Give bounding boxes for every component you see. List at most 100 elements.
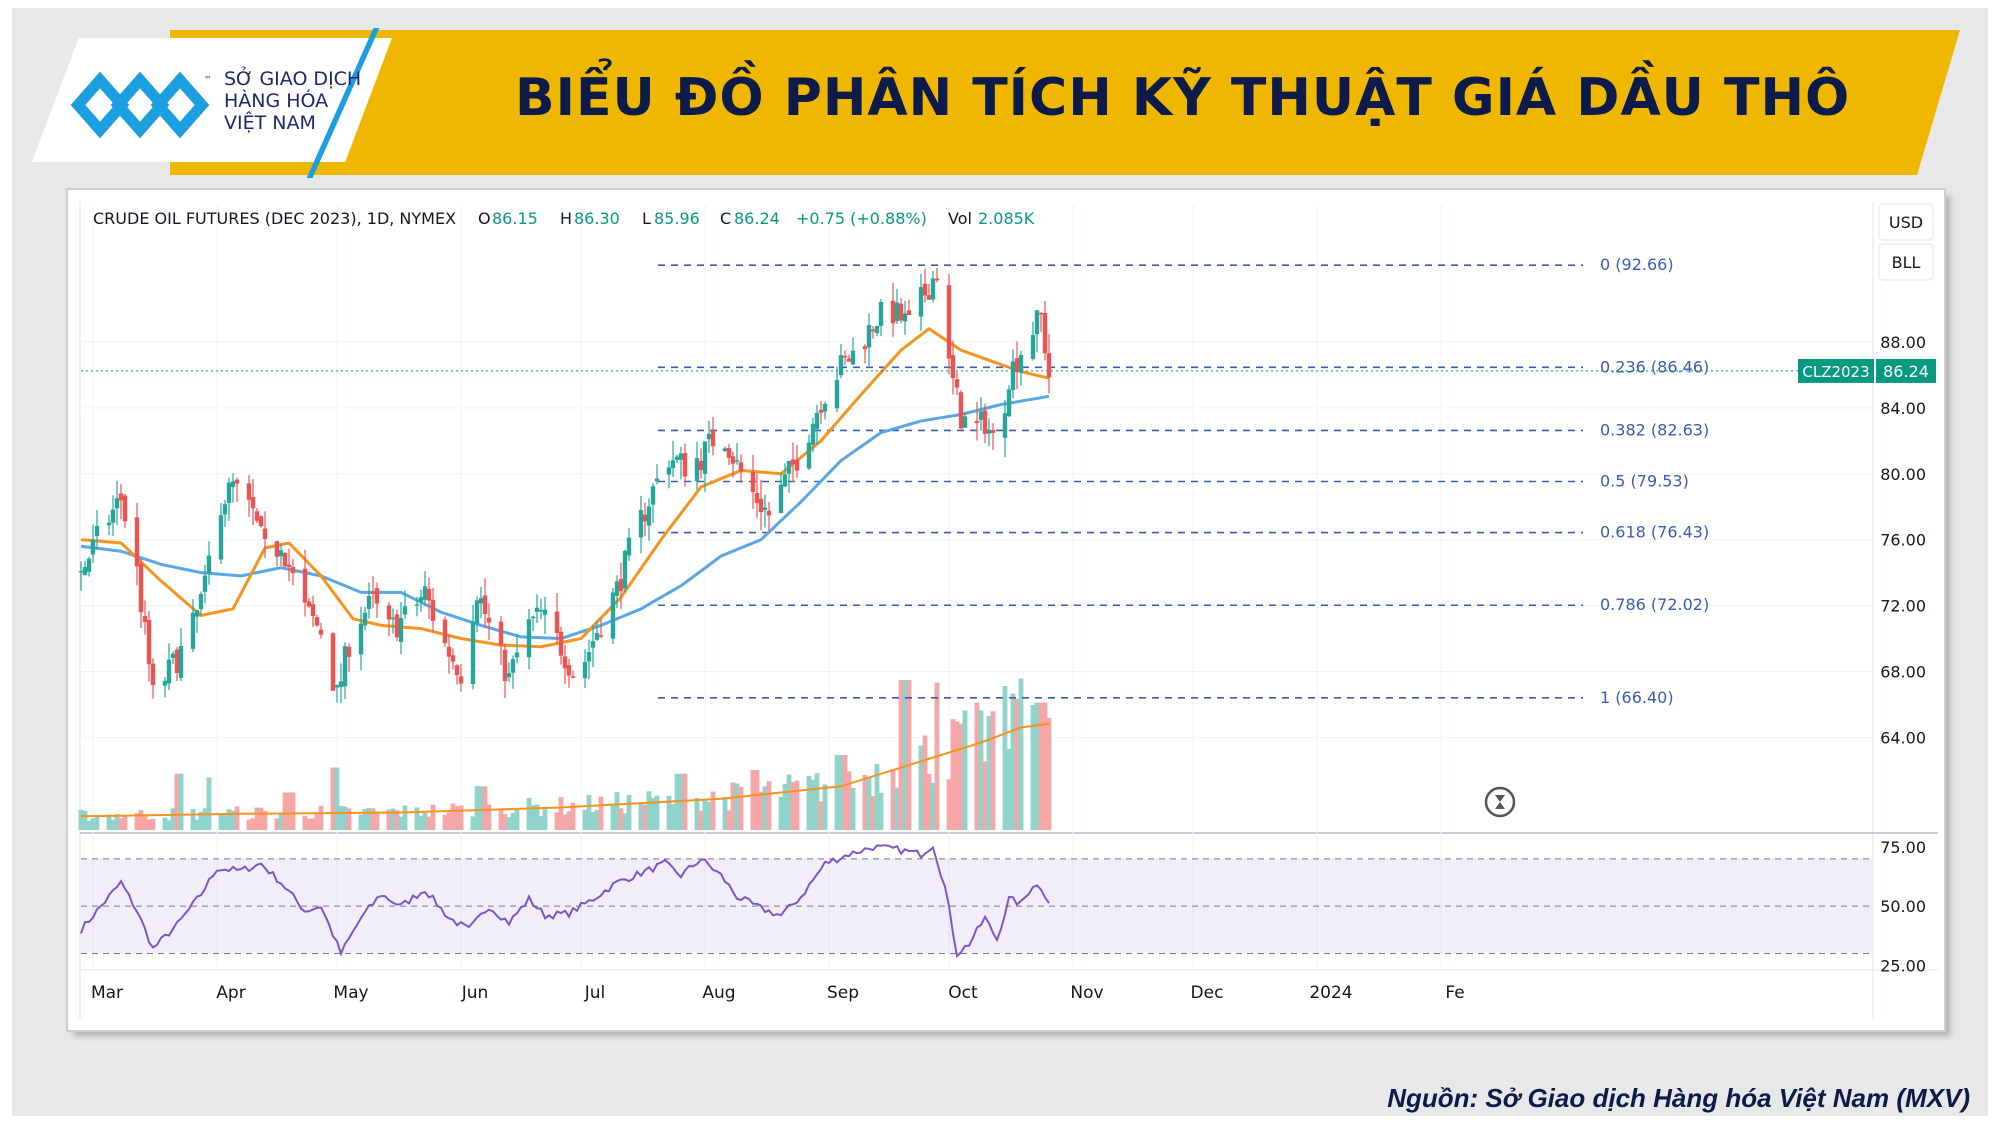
candle-body [402, 606, 408, 615]
candle-body [534, 607, 540, 612]
candle [950, 340, 956, 395]
candle [318, 622, 324, 639]
candle [390, 608, 396, 634]
candle [386, 602, 392, 637]
volume-ma-line [80, 722, 1050, 818]
logo-card [32, 38, 392, 162]
volume-bar [106, 814, 112, 830]
candle-body [782, 474, 788, 487]
candle-body [1034, 310, 1040, 335]
candle-body [558, 631, 564, 656]
candle [638, 495, 644, 554]
candle [342, 642, 348, 699]
candle-body [394, 614, 400, 638]
candle [870, 326, 876, 339]
volume-bar [370, 808, 376, 830]
candle [178, 628, 184, 682]
candle-body [482, 595, 488, 615]
volume-bar [878, 792, 884, 830]
candle-body [1046, 353, 1052, 378]
candle [650, 483, 656, 524]
candle [246, 475, 252, 517]
volume-bar [610, 805, 616, 830]
candle [734, 443, 740, 465]
volume-bar [286, 792, 292, 830]
candle [250, 478, 256, 526]
candle-body [362, 612, 368, 626]
candle [842, 350, 848, 366]
volume-bar [922, 735, 928, 830]
volume-bar [694, 797, 700, 830]
volume-bar [526, 798, 532, 830]
candle-body [582, 661, 588, 679]
hourglass-icon[interactable] [1484, 786, 1516, 818]
candle-body [342, 646, 348, 687]
volume-bar [738, 786, 744, 830]
candle-body [94, 525, 100, 537]
candle [1046, 334, 1052, 394]
candle [594, 620, 600, 641]
volume-bar [414, 807, 420, 830]
volume-bar [706, 801, 712, 830]
candle-body [386, 605, 392, 620]
candle-body [790, 459, 796, 465]
time-tick-label: Oct [948, 983, 978, 1003]
candle [502, 643, 508, 699]
title-banner [170, 30, 1960, 175]
candle [162, 677, 168, 698]
candle [398, 602, 404, 655]
candle [626, 528, 632, 561]
candle-body [710, 430, 716, 447]
price-tick-label: 72.00 [1880, 597, 1926, 616]
candle [330, 632, 336, 691]
volume-bar [982, 761, 988, 830]
candle-body [954, 379, 960, 388]
candle [570, 670, 576, 679]
candle [362, 606, 368, 631]
candle [814, 404, 820, 445]
volume-bar [454, 806, 460, 830]
volume-bar [426, 816, 432, 830]
volume-bar [962, 710, 968, 830]
legend-vol-value: 2.085K [978, 209, 1035, 228]
volume-bar [290, 792, 296, 830]
volume-bar [258, 807, 264, 830]
legend-c-value: 86.24 [734, 209, 780, 228]
volume-bar [850, 787, 856, 830]
candle [334, 684, 340, 703]
last-symbol-tag [1798, 358, 1874, 383]
candle-body [838, 355, 844, 376]
legend-o-label: O [478, 209, 491, 228]
time-tick-label: Nov [1070, 983, 1103, 1003]
logo-line-3: VIỆT NAM [224, 112, 316, 134]
volume-bar [790, 782, 796, 830]
candle [934, 268, 940, 283]
candle-body [338, 681, 344, 688]
crude-oil-chart: 75.00 50.00 25.00 0 (92.66) 0.236 (86.46) 0.… [78, 202, 1938, 1020]
candle-body [750, 472, 756, 493]
candle-body [650, 486, 656, 505]
volume-bar [766, 781, 772, 830]
candle [758, 479, 764, 531]
candle [1030, 321, 1036, 361]
price-tick-label: 88.00 [1880, 333, 1926, 352]
rsi-tick-label: 25.00 [1880, 956, 1926, 975]
candle-body [926, 295, 932, 300]
candle [166, 643, 172, 691]
volume-bar [342, 806, 348, 830]
candle-body [122, 495, 128, 522]
volume-bar [230, 810, 236, 830]
candle-body [474, 600, 480, 624]
unit-button[interactable] [1878, 243, 1934, 281]
currency-button[interactable] [1878, 203, 1934, 241]
candle [926, 283, 932, 300]
volume-bar [138, 810, 144, 830]
volume-bar [514, 808, 520, 830]
candle-body [962, 416, 968, 428]
volume-bar [666, 795, 672, 830]
candle [78, 561, 84, 591]
volume-bar [974, 702, 980, 830]
ma-fast-line [80, 326, 1050, 649]
candle-body [958, 392, 964, 429]
candle-body [222, 504, 228, 515]
